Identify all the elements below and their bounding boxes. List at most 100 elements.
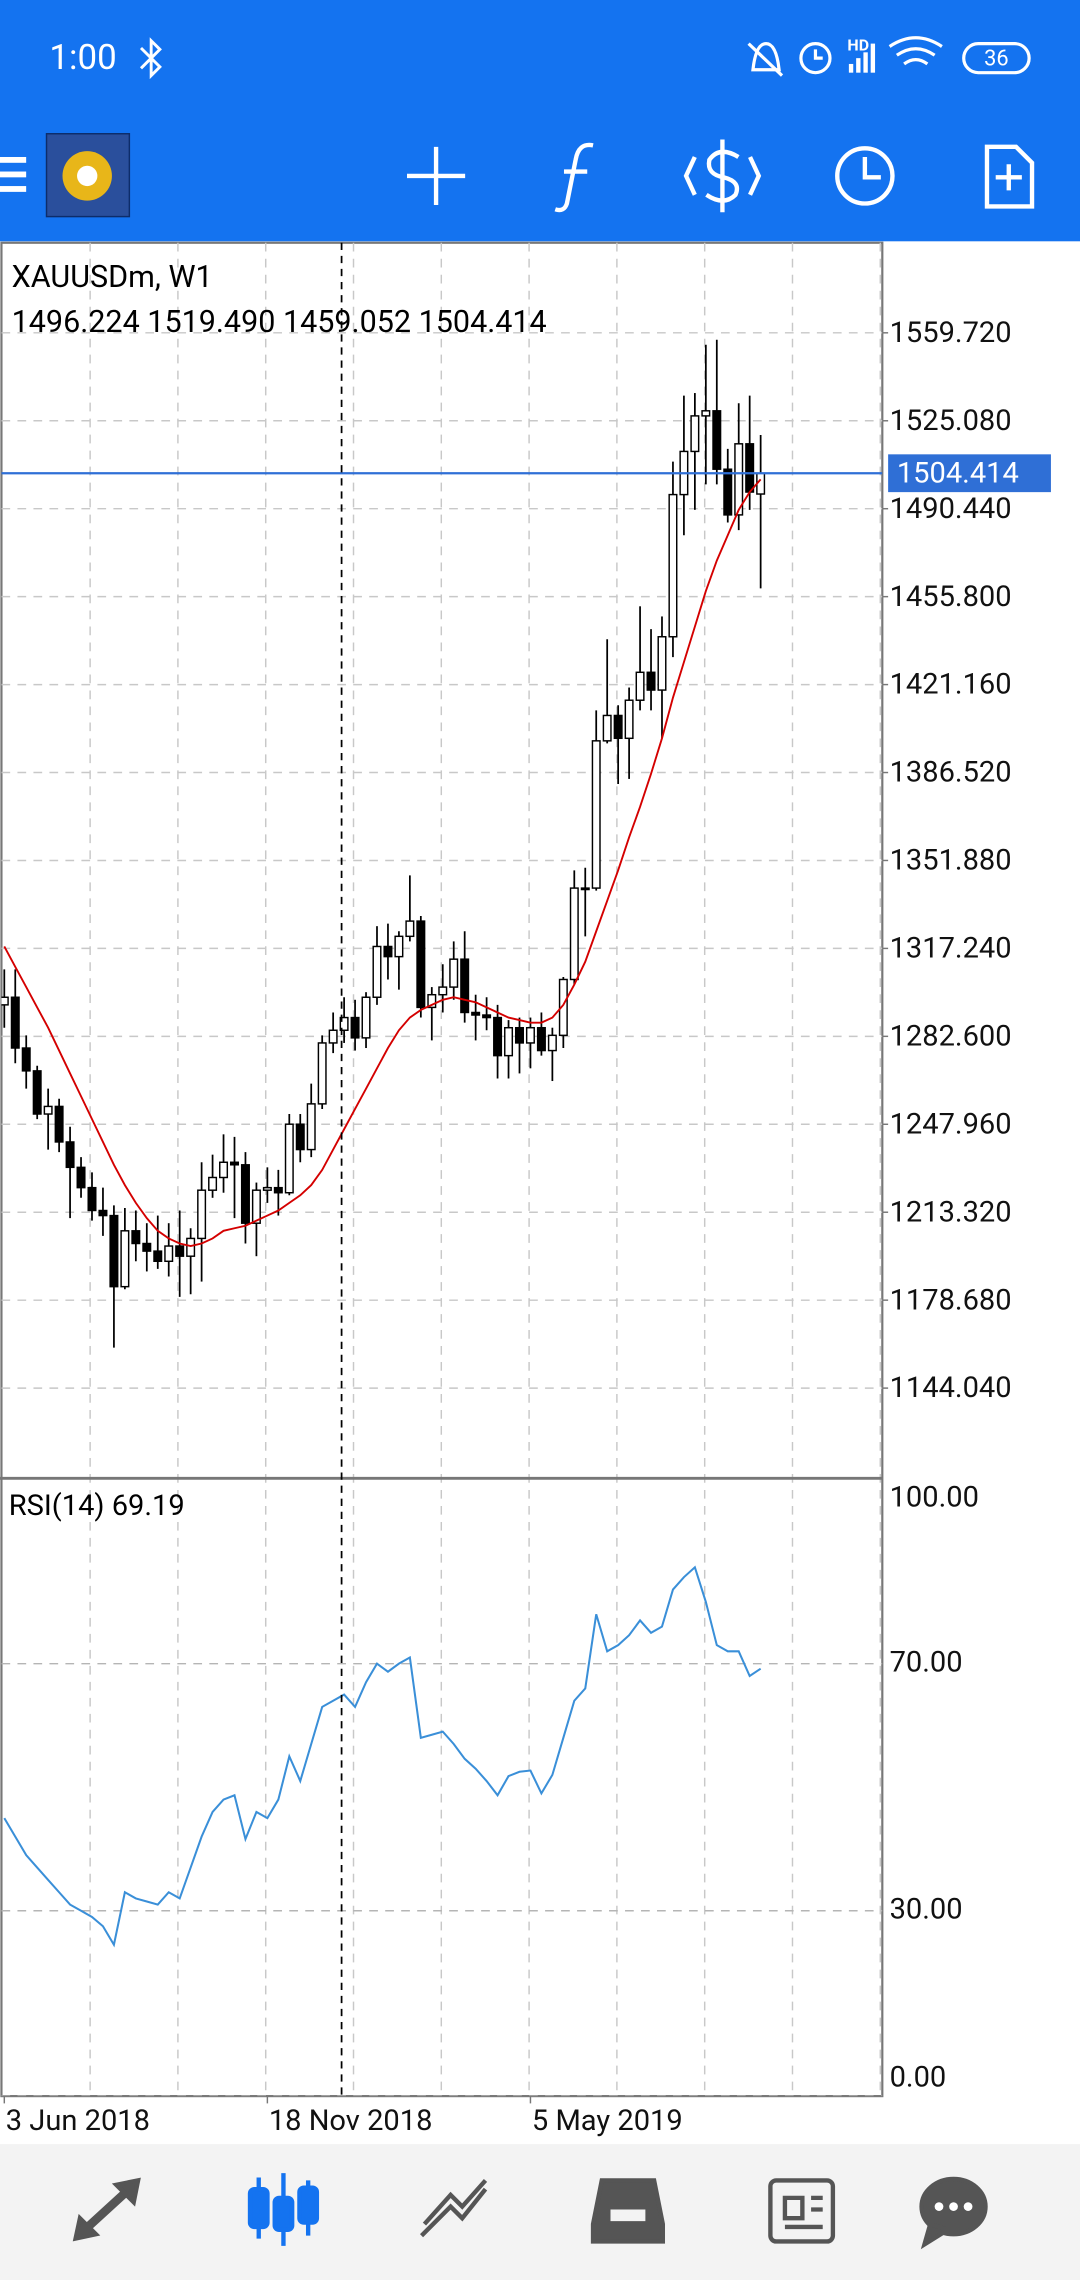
crosshair-button[interactable] bbox=[406, 146, 466, 205]
candle-body bbox=[493, 1016, 503, 1057]
y-tick-label: 1178.680 bbox=[890, 1283, 1012, 1317]
candle-body bbox=[98, 1209, 108, 1217]
candle-body bbox=[109, 1214, 119, 1288]
candle-body bbox=[131, 1230, 141, 1245]
chart-title: XAUUSDm, W1 bbox=[12, 260, 213, 295]
candle-body bbox=[558, 978, 568, 1037]
app-bar bbox=[0, 0, 1080, 242]
bluetooth-icon bbox=[139, 37, 162, 80]
y-tick-label: 1351.880 bbox=[890, 844, 1012, 878]
x-tick-label: 3 Jun 2018 bbox=[6, 2104, 150, 2138]
candle-body bbox=[240, 1164, 250, 1224]
candle-body bbox=[394, 935, 404, 958]
indicators-button[interactable] bbox=[554, 142, 594, 213]
candle-body bbox=[219, 1161, 229, 1179]
candle-body bbox=[142, 1242, 152, 1252]
x-tick-label: 18 Nov 2018 bbox=[269, 2104, 433, 2138]
y-tick-label: 70.00 bbox=[890, 1645, 963, 1679]
candle-body bbox=[723, 468, 733, 516]
candle-body bbox=[657, 636, 667, 691]
candle-body bbox=[350, 1016, 360, 1039]
y-tick-label: 1490.440 bbox=[890, 492, 1012, 526]
candle-body bbox=[547, 1034, 557, 1052]
signal-icon bbox=[848, 43, 876, 73]
candle-body bbox=[197, 1189, 207, 1240]
timeframe-button[interactable] bbox=[835, 146, 895, 206]
candle-body bbox=[613, 714, 623, 740]
rsi-line bbox=[3, 1565, 762, 1948]
candle-body bbox=[482, 1014, 492, 1019]
chat-tab[interactable] bbox=[919, 2176, 988, 2250]
candle-body bbox=[602, 714, 612, 742]
candle-body bbox=[76, 1166, 86, 1189]
ohlc-info: 1496.224 1519.490 1459.052 1504.414 bbox=[12, 305, 547, 340]
candle-body bbox=[164, 1245, 174, 1262]
candle-body bbox=[701, 410, 711, 417]
y-tick-label: 0.00 bbox=[890, 2060, 947, 2094]
candle-body bbox=[416, 920, 426, 1009]
candle-body bbox=[306, 1103, 316, 1151]
y-tick-label: 1317.240 bbox=[890, 932, 1012, 966]
candle-body bbox=[712, 410, 722, 470]
candle-body bbox=[65, 1141, 75, 1169]
moving-average bbox=[3, 478, 762, 1248]
menu-button[interactable] bbox=[0, 156, 27, 192]
candle-body bbox=[284, 1123, 294, 1194]
y-tick-label: 1282.600 bbox=[890, 1019, 1012, 1053]
candle-body bbox=[175, 1245, 185, 1257]
y-tick-label: 1455.800 bbox=[890, 580, 1012, 614]
candle-body bbox=[569, 887, 579, 981]
app-icon-logo-inner bbox=[77, 165, 98, 187]
status-time: 1:00 bbox=[49, 37, 116, 78]
bottom-nav bbox=[0, 2144, 1080, 2280]
candle-body bbox=[536, 1026, 546, 1052]
candle-body bbox=[21, 1047, 31, 1072]
candle-body bbox=[54, 1105, 64, 1143]
axes: 1559.720 1525.080 1490.440 1455.800 1421.160… bbox=[3, 316, 1051, 2138]
candle-body bbox=[635, 671, 645, 701]
candle-body bbox=[624, 699, 634, 740]
candle-body bbox=[460, 958, 470, 1014]
candle-body bbox=[186, 1237, 196, 1257]
candle-body bbox=[646, 671, 656, 691]
candle-body bbox=[504, 1026, 514, 1057]
new-order-button[interactable] bbox=[984, 144, 1035, 209]
status-icons bbox=[747, 36, 1031, 77]
y-tick-label: 1525.080 bbox=[890, 404, 1012, 438]
candle-body bbox=[514, 1026, 524, 1044]
candle-body bbox=[339, 1016, 349, 1031]
y-tick-label: 100.00 bbox=[890, 1480, 979, 1514]
candle-body bbox=[438, 986, 448, 996]
candle-body bbox=[580, 887, 590, 891]
rsi-label: RSI(14) 69.19 bbox=[9, 1489, 185, 1523]
y-tick-label: 1213.320 bbox=[890, 1195, 1012, 1229]
candle-body bbox=[120, 1230, 130, 1288]
chart-tab[interactable] bbox=[247, 2173, 320, 2246]
y-tick-label: 1144.040 bbox=[890, 1371, 1012, 1405]
candle-body bbox=[208, 1176, 218, 1191]
candle-body bbox=[317, 1042, 327, 1105]
candle-body bbox=[273, 1186, 283, 1194]
quotes-tab[interactable] bbox=[72, 2177, 141, 2242]
y-tick-label: 1386.520 bbox=[890, 756, 1012, 790]
symbol-button[interactable] bbox=[683, 139, 762, 213]
rsi-panel bbox=[1, 1478, 883, 2097]
candle-body bbox=[372, 945, 382, 998]
y-tick-label: 1559.720 bbox=[890, 316, 1012, 350]
candle-body bbox=[229, 1161, 239, 1166]
trade-tab[interactable] bbox=[419, 2178, 488, 2238]
candle-body bbox=[383, 945, 393, 958]
candle-body bbox=[525, 1026, 535, 1044]
candle-body bbox=[427, 993, 437, 1009]
news-tab[interactable] bbox=[768, 2178, 836, 2244]
candle-body bbox=[745, 443, 755, 493]
candle-body bbox=[405, 920, 415, 938]
network-label: HD bbox=[847, 36, 869, 55]
y-tick-label: 30.00 bbox=[890, 1892, 963, 1926]
history-tab[interactable] bbox=[590, 2178, 666, 2244]
candle-body bbox=[328, 1029, 338, 1044]
current-price-label: 1504.414 bbox=[897, 456, 1019, 490]
candle-body bbox=[295, 1123, 305, 1151]
